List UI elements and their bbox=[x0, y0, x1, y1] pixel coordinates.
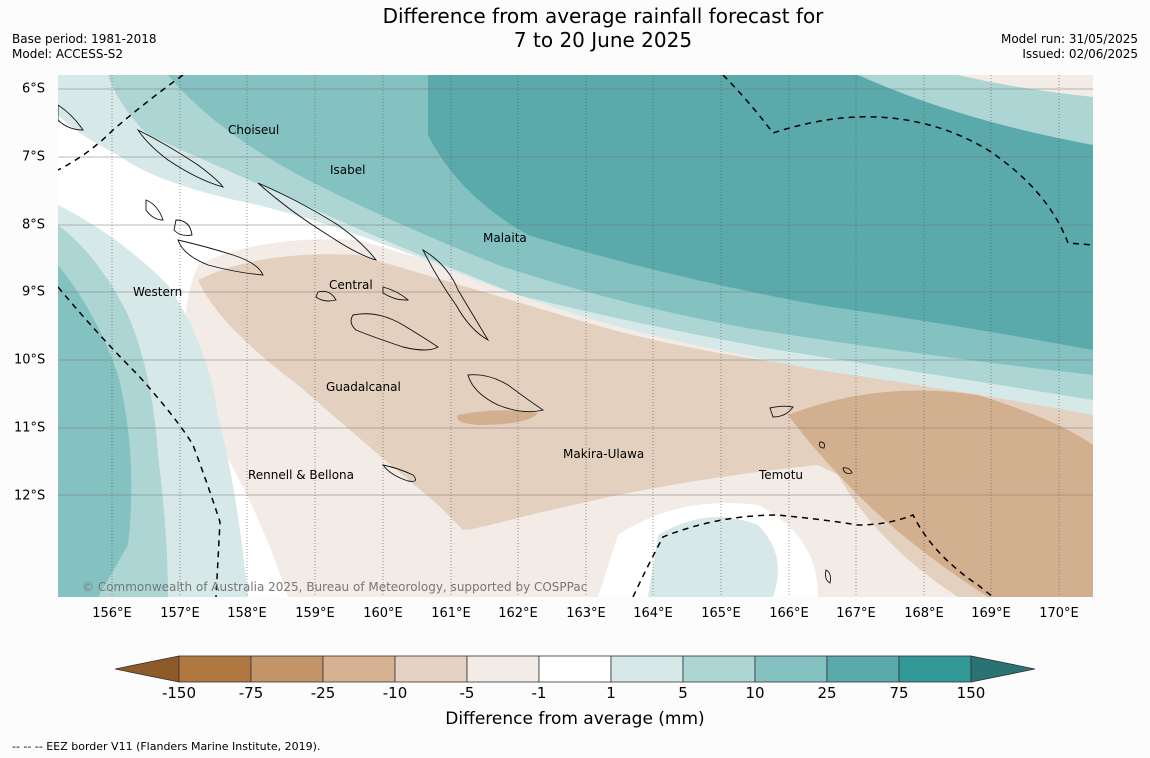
lat-label-11s: 11°S bbox=[14, 420, 46, 436]
lon-label-169e: 169°E bbox=[971, 606, 1011, 621]
makira-island bbox=[467, 374, 545, 413]
latitude-gridlines bbox=[58, 88, 1093, 496]
colorbar-label: -75 bbox=[238, 684, 264, 702]
isabel-island bbox=[257, 182, 378, 261]
colorbar-arrow-high bbox=[970, 655, 1036, 683]
lon-label-163e: 163°E bbox=[566, 606, 606, 621]
western-tip bbox=[58, 104, 84, 131]
lon-label-162e: 162°E bbox=[498, 606, 538, 621]
lon-label-164e: 164°E bbox=[633, 606, 673, 621]
central-islands bbox=[315, 286, 410, 302]
colorbar-label: 5 bbox=[678, 684, 688, 702]
colorbar-cell bbox=[394, 655, 468, 683]
lon-label-161e: 161°E bbox=[431, 606, 471, 621]
model-run: Model run: 31/05/2025 bbox=[1000, 32, 1138, 46]
coastlines bbox=[58, 104, 853, 584]
title-line-2: 7 to 20 June 2025 bbox=[513, 28, 693, 52]
label-central: Central bbox=[329, 278, 373, 292]
lon-label-165e: 165°E bbox=[701, 606, 741, 621]
lon-label-158e: 158°E bbox=[227, 606, 267, 621]
contour-south-1 bbox=[648, 517, 778, 597]
vella-lavella-island bbox=[145, 199, 164, 221]
colorbar-cell bbox=[466, 655, 540, 683]
colorbar-cell bbox=[754, 655, 828, 683]
lon-label-160e: 160°E bbox=[363, 606, 403, 621]
colorbar-label: -1 bbox=[531, 684, 547, 702]
colorbar-arrow-low bbox=[115, 655, 180, 683]
temotu-small-2 bbox=[842, 467, 853, 474]
colorbar-cell bbox=[826, 655, 900, 683]
lon-label-167e: 167°E bbox=[836, 606, 876, 621]
lat-label-9s: 9°S bbox=[22, 284, 46, 300]
lat-label-12s: 12°S bbox=[14, 488, 46, 504]
label-malaita: Malaita bbox=[483, 231, 527, 245]
label-isabel: Isabel bbox=[330, 163, 366, 177]
colorbar-cell bbox=[538, 655, 612, 683]
lon-label-166e: 166°E bbox=[769, 606, 809, 621]
lat-label-8s: 8°S bbox=[22, 217, 46, 233]
colorbar-label: -10 bbox=[382, 684, 408, 702]
colorbar-cell bbox=[178, 655, 252, 683]
base-period: Base period: 1981-2018 bbox=[12, 32, 157, 46]
lon-label-156e: 156°E bbox=[92, 606, 132, 621]
guadalcanal-island bbox=[350, 313, 439, 351]
label-guadalcanal: Guadalcanal bbox=[326, 380, 401, 394]
colorbar-cell bbox=[322, 655, 396, 683]
issued-date: Issued: 02/06/2025 bbox=[1022, 47, 1138, 61]
contour-pos-25 bbox=[428, 75, 1093, 350]
label-temotu: Temotu bbox=[759, 468, 804, 482]
lat-label-10s: 10°S bbox=[14, 352, 46, 368]
contour-south-white bbox=[598, 503, 818, 597]
colorbar-label: -5 bbox=[459, 684, 475, 702]
colorbar-label: 10 bbox=[745, 684, 765, 702]
kolombangara-island bbox=[173, 219, 193, 236]
choiseul-island bbox=[136, 128, 225, 188]
colorbar bbox=[115, 655, 1036, 683]
colorbar-cell bbox=[898, 655, 972, 683]
santa-cruz-island bbox=[769, 405, 794, 418]
meta-left: Base period: 1981-2018 Model: ACCESS-S2 bbox=[12, 32, 157, 62]
new-georgia-island bbox=[177, 239, 264, 276]
map-title: Difference from average rainfall forecas… bbox=[0, 4, 1150, 52]
copyright-notice: © Commonwealth of Australia 2025, Bureau… bbox=[82, 580, 588, 594]
malaita-island bbox=[421, 248, 490, 342]
lon-label-157e: 157°E bbox=[160, 606, 200, 621]
label-makira-ulawa: Makira-Ulawa bbox=[563, 447, 645, 461]
temotu-small-3 bbox=[825, 569, 831, 584]
title-line-1: Difference from average rainfall forecas… bbox=[382, 4, 824, 28]
contour-neg-25 bbox=[788, 390, 1093, 597]
colorbar-cell bbox=[250, 655, 324, 683]
eez-border bbox=[58, 75, 1093, 597]
contour-west-10 bbox=[58, 265, 132, 597]
longitude-gridlines bbox=[111, 75, 1060, 597]
colorbar-label: 150 bbox=[956, 684, 986, 702]
lon-label-168e: 168°E bbox=[904, 606, 944, 621]
colorbar-label: -25 bbox=[310, 684, 336, 702]
meta-right: Model run: 31/05/2025 Issued: 02/06/2025 bbox=[1001, 32, 1138, 62]
colorbar-label: -150 bbox=[161, 684, 197, 702]
contour-pos-25b bbox=[858, 75, 1093, 145]
rainfall-map: Choiseul Isabel Malaita Western Central … bbox=[58, 75, 1093, 597]
lat-label-7s: 7°S bbox=[22, 149, 46, 165]
colorbar-label: 1 bbox=[606, 684, 616, 702]
rennell-island bbox=[381, 464, 417, 482]
lon-label-159e: 159°E bbox=[295, 606, 335, 621]
map-svg bbox=[58, 75, 1093, 597]
contour-pos-1b bbox=[958, 75, 1093, 97]
colorbar-label: 25 bbox=[817, 684, 837, 702]
eez-legend: -- -- -- EEZ border V11 (Flanders Marine… bbox=[12, 740, 321, 753]
label-choiseul: Choiseul bbox=[228, 123, 280, 137]
model-name: Model: ACCESS-S2 bbox=[12, 47, 124, 61]
colorbar-title: Difference from average (mm) bbox=[445, 709, 705, 729]
contour-neg-10b bbox=[290, 295, 818, 530]
label-western: Western bbox=[133, 285, 183, 299]
colorbar-cell bbox=[682, 655, 756, 683]
colorbar-cell bbox=[610, 655, 684, 683]
temotu-small-1 bbox=[819, 441, 825, 449]
colorbar-label: 75 bbox=[889, 684, 909, 702]
label-rennell-bellona: Rennell & Bellona bbox=[248, 468, 355, 482]
lon-label-170e: 170°E bbox=[1039, 606, 1079, 621]
lat-label-6s: 6°S bbox=[22, 81, 46, 97]
